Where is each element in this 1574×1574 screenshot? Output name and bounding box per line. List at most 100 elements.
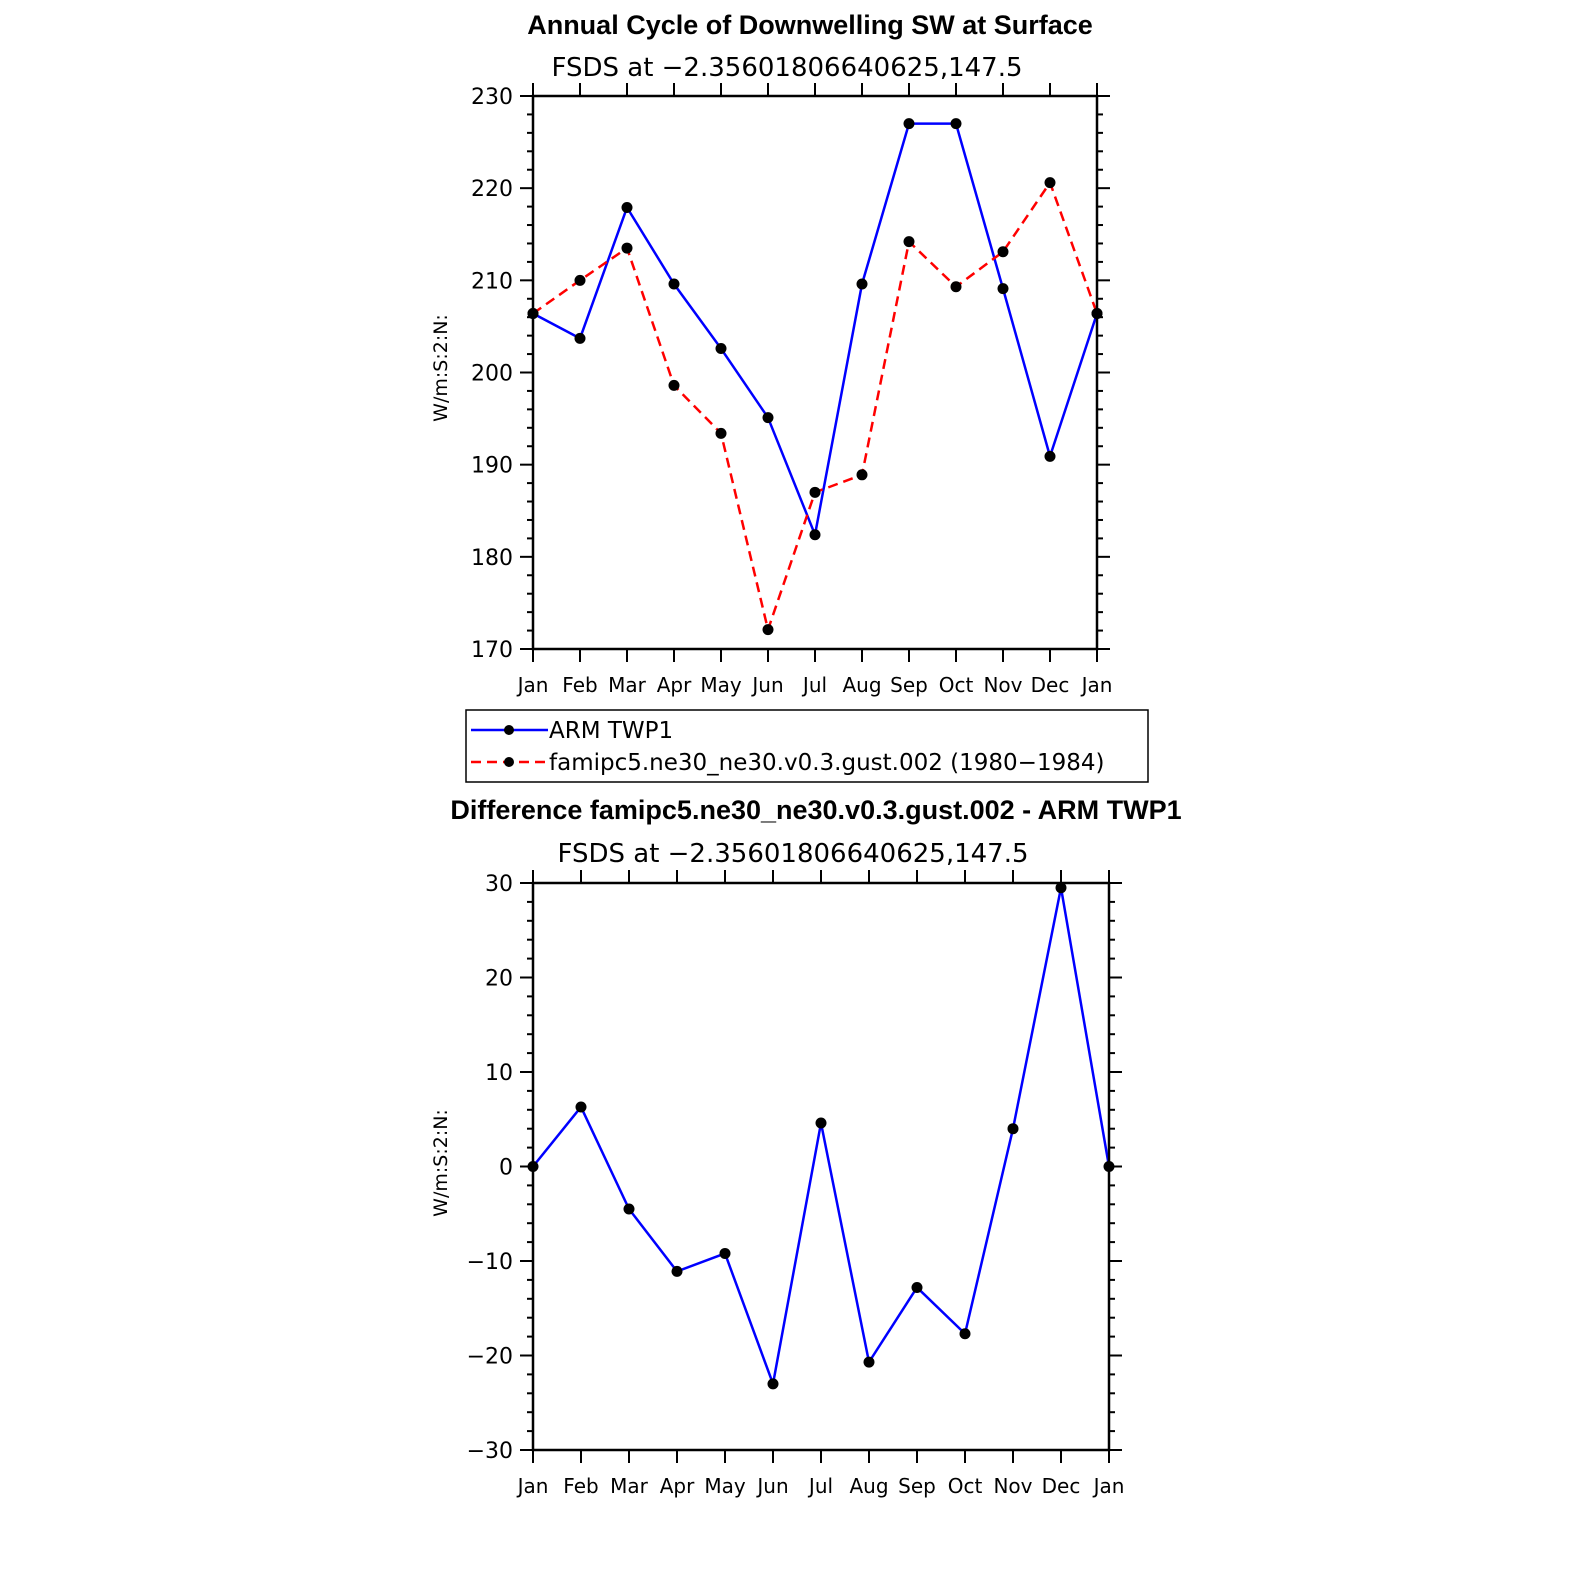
y-tick-label: 10 <box>485 1061 513 1086</box>
data-point <box>1044 177 1056 189</box>
data-point <box>671 1265 683 1277</box>
data-point <box>715 427 727 439</box>
chart-title: Annual Cycle of Downwelling SW at Surfac… <box>527 10 1093 40</box>
annual-cycle-chart: Annual Cycle of Downwelling SW at Surfac… <box>430 10 1112 697</box>
series-line-0 <box>532 886 1111 1386</box>
x-tick-label: Oct <box>939 673 974 697</box>
x-tick-label: May <box>700 673 742 697</box>
data-point <box>575 1101 587 1113</box>
chart-title: Difference famipc5.ne30_ne30.v0.3.gust.0… <box>450 795 1181 825</box>
data-point <box>997 283 1009 295</box>
x-tick-label: Sep <box>890 673 928 697</box>
data-point <box>950 118 962 130</box>
data-point <box>1007 1123 1019 1135</box>
x-tick-label: Mar <box>608 673 647 697</box>
data-point <box>911 1281 923 1293</box>
y-tick-label: 210 <box>471 269 513 294</box>
data-point <box>959 1328 971 1340</box>
y-tick-label: 190 <box>471 454 513 479</box>
y-tick-label: −20 <box>467 1345 513 1370</box>
data-point <box>809 529 821 541</box>
x-tick-label: Apr <box>657 673 692 697</box>
data-point <box>621 242 633 254</box>
data-point <box>668 379 680 391</box>
x-tick-label: Oct <box>948 1474 983 1498</box>
series-line-1 <box>532 181 1099 631</box>
x-tick-label: Sep <box>898 1474 936 1498</box>
legend-marker-model <box>504 757 514 767</box>
plot-frame <box>531 881 1111 1452</box>
data-point <box>574 332 586 344</box>
x-tick-label: Jul <box>807 1474 833 1498</box>
legend-marker-arm-twp1 <box>504 725 514 735</box>
data-point <box>809 486 821 498</box>
x-tick-label: Jan <box>516 1474 549 1498</box>
x-tick-label: Dec <box>1031 673 1070 697</box>
x-tick-label: May <box>704 1474 746 1498</box>
difference-chart: Difference famipc5.ne30_ne30.v0.3.gust.0… <box>430 795 1182 1498</box>
legend-label-arm-twp1: ARM TWP1 <box>549 718 673 744</box>
data-point <box>668 278 680 290</box>
data-point <box>903 118 915 130</box>
data-point <box>950 281 962 293</box>
x-tick-label: Jan <box>516 673 549 697</box>
series-lines <box>527 882 1115 1390</box>
data-point <box>997 246 1009 258</box>
x-tick-label: Jun <box>755 1474 788 1498</box>
data-point <box>574 274 586 286</box>
y-tick-label: 200 <box>471 362 513 387</box>
x-tick-label: Jul <box>801 673 827 697</box>
x-tick-label: Nov <box>993 1474 1032 1498</box>
y-tick-labels: 170 180 190 200 210 220 230 <box>471 85 513 663</box>
data-point <box>1044 450 1056 462</box>
data-point <box>762 624 774 636</box>
y-tick-label: 20 <box>485 967 513 992</box>
x-tick-label: Jun <box>750 673 783 697</box>
y-tick-label: 30 <box>485 872 513 897</box>
y-tick-label: 230 <box>471 85 513 110</box>
y-tick-label: −30 <box>467 1439 513 1464</box>
x-tick-labels: Jan Feb Mar Apr May Jun Jul Aug Sep Oct Nov Dec Jan <box>516 673 1113 697</box>
data-point <box>856 469 868 481</box>
y-tick-label: 220 <box>471 177 513 202</box>
data-point <box>1055 882 1067 894</box>
y-tick-label: 170 <box>471 638 513 663</box>
legend-box <box>465 709 1149 783</box>
legend: ARM TWP1 famipc5.ne30_ne30.v0.3.gust.002… <box>465 709 1149 783</box>
chart-subtitle: FSDS at −2.35601806640625,147.5 <box>551 53 1022 83</box>
data-point <box>715 343 727 355</box>
data-point <box>767 1378 779 1390</box>
data-point <box>762 412 774 424</box>
series-line-0 <box>532 122 1099 536</box>
axis-ticks <box>520 83 1110 662</box>
x-tick-labels: Jan Feb Mar Apr May Jun Jul Aug Sep Oct Nov Dec Jan <box>516 1474 1125 1498</box>
x-tick-label: Feb <box>563 1474 598 1498</box>
y-tick-label: −10 <box>467 1250 513 1275</box>
data-point <box>623 1203 635 1215</box>
series-lines <box>527 118 1103 636</box>
x-tick-label: Apr <box>660 1474 695 1498</box>
x-tick-label: Nov <box>983 673 1022 697</box>
y-tick-label: 180 <box>471 546 513 571</box>
data-point <box>621 202 633 214</box>
x-tick-label: Dec <box>1042 1474 1081 1498</box>
x-tick-label: Mar <box>610 1474 649 1498</box>
x-tick-label: Jan <box>1092 1474 1125 1498</box>
chart-subtitle: FSDS at −2.35601806640625,147.5 <box>557 839 1028 869</box>
data-point <box>903 236 915 248</box>
y-tick-labels: −30 −20 −10 0 10 20 30 <box>467 872 513 1464</box>
y-tick-label: 0 <box>499 1156 513 1181</box>
data-point <box>719 1247 731 1259</box>
x-tick-label: Aug <box>842 673 881 697</box>
x-tick-label: Aug <box>849 1474 888 1498</box>
y-axis-label: W/m:S:2:N: <box>430 314 452 422</box>
plot-frame <box>531 94 1099 651</box>
x-tick-label: Feb <box>562 673 597 697</box>
legend-label-model: famipc5.ne30_ne30.v0.3.gust.002 (1980−19… <box>549 750 1104 776</box>
data-point <box>815 1117 827 1129</box>
x-tick-label: Jan <box>1080 673 1113 697</box>
data-point <box>863 1356 875 1368</box>
data-point <box>856 278 868 290</box>
y-axis-label: W/m:S:2:N: <box>430 1109 452 1217</box>
